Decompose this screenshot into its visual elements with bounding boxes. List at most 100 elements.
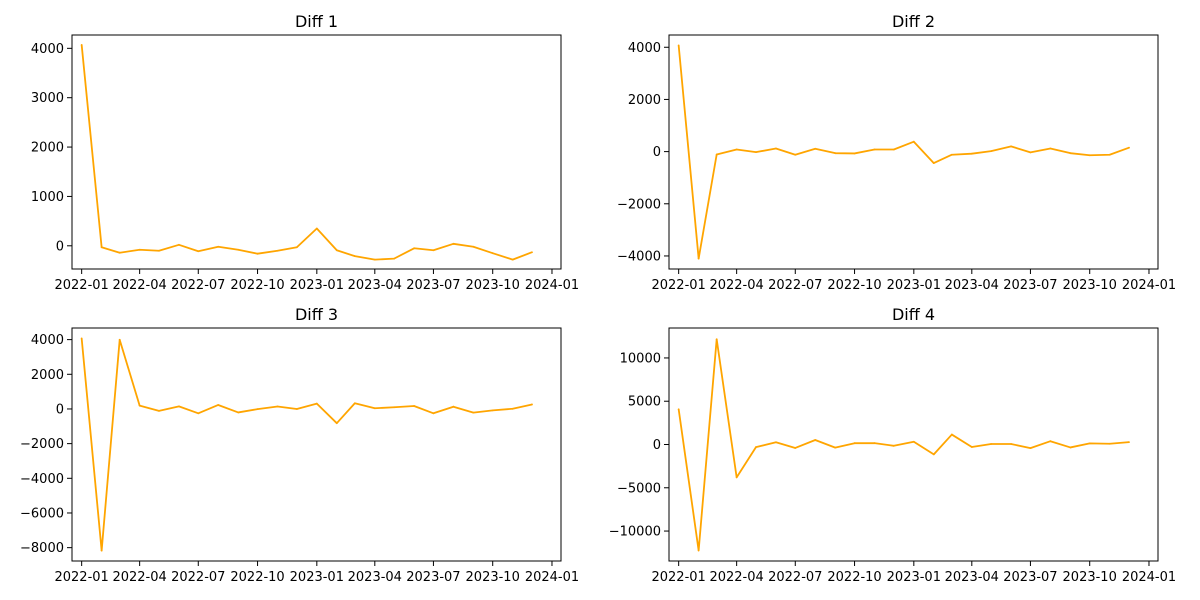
data-point	[755, 446, 757, 448]
subplot-diff-1: Diff 1 2022-01 2022-04 2022-07 2022-10 2023-…	[31, 12, 579, 293]
data-point	[834, 152, 837, 155]
axes-frame	[71, 327, 562, 562]
data-point	[491, 252, 494, 255]
y-tick-label: 4000	[31, 42, 64, 57]
data-point	[677, 408, 680, 411]
y-tick-label: 1000	[31, 190, 64, 205]
data-point	[138, 248, 141, 251]
x-tick-label: 2023-07	[1003, 278, 1057, 293]
data-point	[432, 249, 435, 252]
data-point	[452, 405, 455, 408]
data-point	[1108, 153, 1111, 156]
data-point	[1010, 145, 1013, 148]
x-tick-label: 2023-01	[290, 278, 344, 293]
data-point	[353, 255, 356, 258]
x-tick-label: 2022-07	[768, 278, 822, 293]
data-point	[295, 246, 298, 249]
data-point	[335, 422, 338, 425]
axes: 2022-01 2022-04 2022-07 2022-10 2023-01 2023-…	[609, 327, 1176, 585]
data-point	[237, 411, 240, 414]
data-point	[853, 152, 856, 155]
data-point	[472, 411, 475, 414]
y-tick-label: −8000	[20, 541, 64, 556]
x-tick-label: 2023-07	[1003, 570, 1057, 585]
data-point	[697, 257, 700, 260]
data-point	[950, 433, 953, 436]
subplot-title: Diff 3	[295, 305, 338, 324]
x-tick-label: 2022-04	[709, 278, 763, 293]
data-point	[432, 412, 435, 415]
y-tick-label: 2000	[628, 93, 661, 108]
data-point	[970, 446, 973, 448]
y-tick-label: −4000	[617, 249, 661, 264]
data-point	[990, 443, 993, 445]
data-point	[873, 442, 876, 445]
data-point	[80, 337, 83, 340]
x-tick-label: 2023-10	[1063, 570, 1117, 585]
x-tick-label: 2022-07	[171, 278, 225, 293]
x-tick-label: 2022-10	[827, 570, 881, 585]
data-point	[775, 147, 777, 150]
x-tick-label: 2023-04	[945, 570, 999, 585]
x-tick-label: 2023-01	[290, 570, 344, 585]
data-point	[892, 444, 895, 447]
data-point	[118, 338, 121, 341]
data-point	[276, 249, 279, 252]
subplot-title: Diff 4	[892, 305, 935, 324]
data-point	[217, 404, 220, 406]
data-point	[912, 140, 915, 143]
data-point	[932, 162, 935, 164]
data-point	[118, 251, 121, 254]
data-point	[256, 408, 259, 411]
data-point	[735, 476, 738, 479]
data-point	[276, 405, 279, 408]
subplot-title: Diff 2	[892, 12, 935, 31]
x-tick-label: 2022-04	[709, 570, 763, 585]
data-point	[715, 153, 718, 156]
data-point	[932, 453, 935, 456]
x-tick-label: 2022-01	[651, 570, 705, 585]
data-point	[353, 402, 356, 405]
y-tick-label: 0	[56, 402, 64, 417]
data-point	[511, 258, 514, 261]
data-point	[1049, 147, 1052, 150]
data-point	[197, 412, 200, 415]
data-point	[472, 245, 475, 248]
data-point	[1029, 447, 1032, 450]
series-line	[80, 44, 533, 261]
x-tick-label: 2022-07	[171, 570, 225, 585]
y-tick-label: 4000	[31, 333, 64, 348]
axes: 2022-01 2022-04 2022-07 2022-10 2023-01 2023-…	[617, 34, 1176, 293]
x-tick-label: 2023-04	[348, 278, 402, 293]
data-point	[531, 251, 533, 254]
subplot-title: Diff 1	[295, 12, 338, 31]
data-point	[755, 151, 757, 154]
data-point	[1108, 442, 1111, 445]
data-point	[1029, 151, 1032, 154]
y-tick-label: 0	[653, 145, 661, 160]
data-point	[491, 409, 494, 412]
x-tick-label: 2022-01	[651, 278, 705, 293]
x-tick-label: 2022-01	[54, 570, 108, 585]
data-point	[256, 252, 259, 255]
data-point	[158, 409, 160, 412]
x-tick-label: 2023-07	[406, 278, 460, 293]
data-point	[373, 407, 376, 410]
data-point	[735, 148, 738, 151]
data-point	[1088, 154, 1091, 157]
data-point	[912, 440, 915, 443]
x-tick-label: 2023-10	[466, 278, 520, 293]
x-tick-label: 2024-01	[525, 570, 579, 585]
data-point	[100, 246, 103, 249]
x-tick-label: 2022-04	[112, 278, 166, 293]
y-tick-label: −10000	[609, 525, 661, 540]
subplot-diff-2: Diff 2 2022-01 2022-04 2022-07 2022-10 2023-…	[617, 12, 1176, 293]
data-point	[775, 441, 777, 444]
data-point	[1010, 443, 1013, 445]
x-tick-label: 2023-07	[406, 570, 460, 585]
series-line	[80, 338, 533, 552]
y-tick-label: 2000	[31, 141, 64, 156]
data-point	[1128, 441, 1130, 444]
data-point	[1069, 152, 1072, 155]
